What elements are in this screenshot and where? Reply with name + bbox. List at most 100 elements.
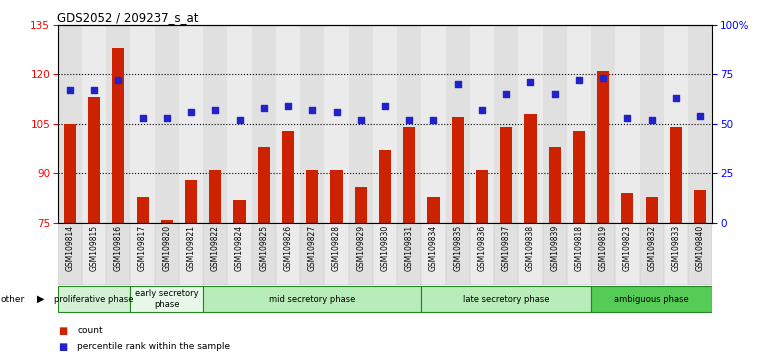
Bar: [615, 223, 640, 285]
Bar: [112, 48, 125, 223]
Bar: [640, 25, 664, 223]
Bar: [306, 170, 318, 223]
Point: [161, 115, 173, 121]
Bar: [276, 223, 300, 285]
Bar: [645, 196, 658, 223]
Bar: [130, 25, 155, 223]
Text: GSM109814: GSM109814: [65, 225, 75, 271]
Text: GSM109835: GSM109835: [454, 225, 462, 271]
Bar: [179, 25, 203, 223]
Text: mid secretory phase: mid secretory phase: [269, 295, 356, 304]
FancyBboxPatch shape: [591, 286, 712, 312]
Bar: [664, 25, 688, 223]
Point: [209, 107, 222, 113]
Bar: [82, 223, 106, 285]
Bar: [397, 25, 421, 223]
Point: [476, 107, 488, 113]
Text: GSM109828: GSM109828: [332, 225, 341, 271]
Bar: [548, 147, 561, 223]
Point: [112, 78, 125, 83]
Bar: [82, 25, 106, 223]
Text: GDS2052 / 209237_s_at: GDS2052 / 209237_s_at: [57, 11, 199, 24]
Point: [524, 79, 537, 85]
Text: GSM109826: GSM109826: [283, 225, 293, 271]
Point: [548, 91, 561, 97]
Bar: [324, 223, 349, 285]
Text: percentile rank within the sample: percentile rank within the sample: [77, 342, 230, 352]
Point: [500, 91, 512, 97]
Bar: [567, 25, 591, 223]
Text: ■: ■: [58, 342, 67, 352]
Text: GSM109816: GSM109816: [114, 225, 123, 271]
Point: [645, 117, 658, 123]
Bar: [688, 223, 712, 285]
Bar: [694, 190, 706, 223]
Text: GSM109822: GSM109822: [211, 225, 219, 271]
Bar: [300, 25, 324, 223]
Bar: [640, 223, 664, 285]
Point: [427, 117, 440, 123]
Bar: [591, 223, 615, 285]
Bar: [373, 25, 397, 223]
Bar: [227, 223, 252, 285]
Text: GSM109832: GSM109832: [647, 225, 656, 271]
Text: GSM109823: GSM109823: [623, 225, 632, 271]
Point: [355, 117, 367, 123]
Bar: [470, 25, 494, 223]
Point: [451, 81, 464, 87]
Bar: [543, 25, 567, 223]
Bar: [355, 187, 367, 223]
Point: [233, 117, 246, 123]
Bar: [233, 200, 246, 223]
Bar: [252, 223, 276, 285]
Text: count: count: [77, 326, 102, 336]
Text: GSM109838: GSM109838: [526, 225, 535, 271]
Text: GSM109830: GSM109830: [380, 225, 390, 271]
Bar: [88, 97, 100, 223]
Bar: [324, 25, 349, 223]
FancyBboxPatch shape: [58, 286, 130, 312]
Bar: [573, 131, 585, 223]
Text: late secretory phase: late secretory phase: [463, 295, 550, 304]
Bar: [258, 147, 269, 223]
Bar: [349, 223, 373, 285]
Bar: [494, 223, 518, 285]
Bar: [282, 131, 294, 223]
Bar: [397, 223, 421, 285]
Bar: [470, 223, 494, 285]
Point: [379, 103, 391, 109]
Bar: [203, 25, 227, 223]
Text: GSM109831: GSM109831: [405, 225, 413, 271]
Text: GSM109836: GSM109836: [477, 225, 487, 271]
Bar: [330, 170, 343, 223]
Bar: [421, 25, 446, 223]
Point: [88, 87, 100, 93]
Text: GSM109820: GSM109820: [162, 225, 172, 271]
Point: [185, 109, 197, 115]
Bar: [446, 25, 470, 223]
Bar: [155, 25, 179, 223]
Text: ambiguous phase: ambiguous phase: [614, 295, 689, 304]
Bar: [106, 25, 130, 223]
Point: [136, 115, 149, 121]
FancyBboxPatch shape: [203, 286, 421, 312]
Bar: [252, 25, 276, 223]
Point: [573, 78, 585, 83]
Bar: [421, 223, 446, 285]
Bar: [379, 150, 391, 223]
Bar: [494, 25, 518, 223]
Bar: [621, 193, 634, 223]
Bar: [106, 223, 130, 285]
Text: GSM109839: GSM109839: [551, 225, 559, 271]
Point: [670, 95, 682, 101]
Bar: [543, 223, 567, 285]
Point: [306, 107, 319, 113]
Text: early secretory
phase: early secretory phase: [135, 290, 199, 309]
Text: GSM109824: GSM109824: [235, 225, 244, 271]
Bar: [446, 223, 470, 285]
Point: [64, 87, 76, 93]
Bar: [500, 127, 512, 223]
Bar: [203, 223, 227, 285]
Text: proliferative phase: proliferative phase: [55, 295, 134, 304]
Bar: [185, 180, 197, 223]
